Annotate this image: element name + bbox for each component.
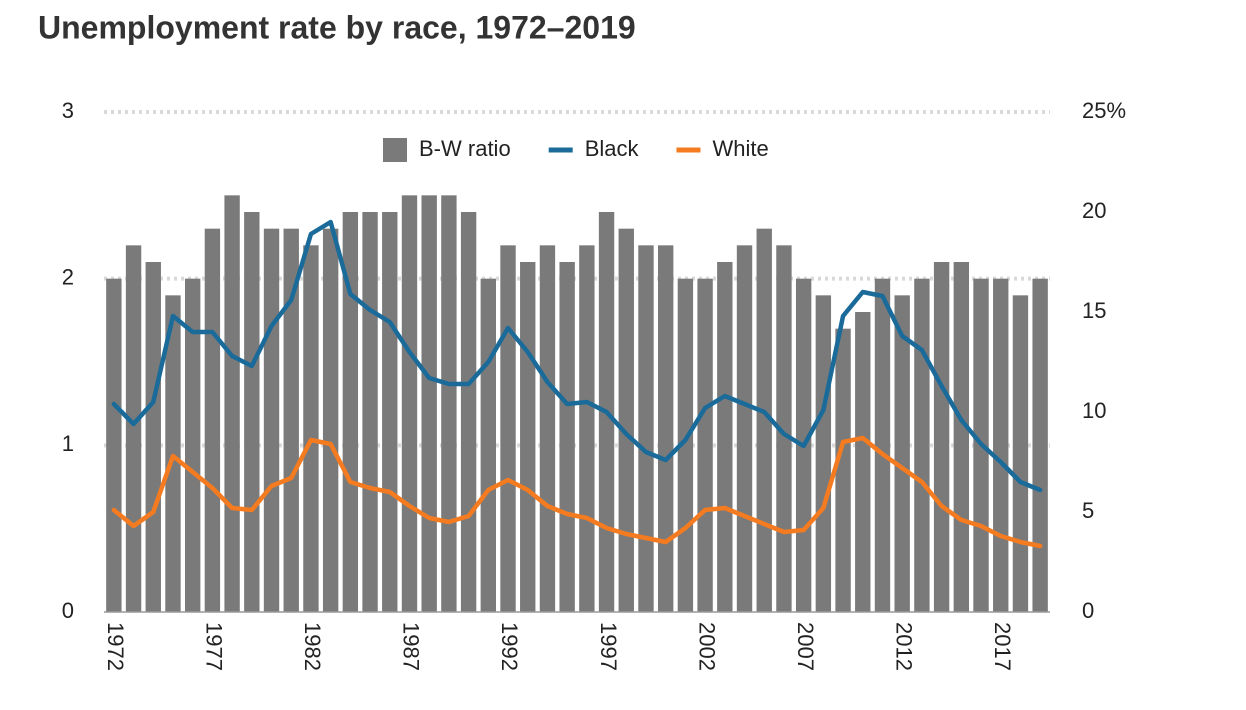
line [111,219,1043,493]
bar [756,228,772,612]
y-tick-label: 0 [62,598,74,623]
bar [244,212,260,612]
y2-tick-label: 5 [1082,498,1094,523]
x-tick-label: 1977 [202,622,227,671]
bar [993,278,1009,612]
y-tick-label: 2 [62,264,74,289]
bar [145,262,161,612]
bar [125,245,142,613]
chart-title: Unemployment rate by race, 1972–2019 [38,9,636,45]
bar [539,245,556,613]
y2-tick-label: 10 [1082,398,1106,423]
bar [717,262,733,612]
bar [500,245,516,613]
x-tick-label: 1992 [497,622,522,671]
bar [441,195,457,613]
line [111,435,1043,549]
bar [1012,295,1029,612]
x-tick-label: 2002 [694,622,719,671]
bar [1032,278,1048,612]
bar [185,278,201,612]
bar [401,195,418,613]
y-tick-label: 3 [62,98,74,123]
y2-tick-label: 20 [1082,198,1106,223]
bar [165,295,181,612]
bar [736,245,753,613]
bar [933,262,950,612]
bars [106,195,1048,613]
bar [815,295,832,612]
bar [106,278,122,612]
bar [618,228,634,612]
y2-tick-label: 15 [1082,298,1106,323]
y-tick-label: 1 [62,431,74,456]
bar [204,228,221,612]
x-tick-label: 1997 [596,622,621,671]
bar [382,212,398,612]
bar [362,212,378,612]
bar [894,295,910,612]
x-tick-label: 1982 [300,622,325,671]
bar [855,312,871,612]
bar [421,195,437,613]
x-tick-label: 1987 [399,622,424,671]
bar [953,262,969,612]
bar [658,245,674,613]
bar [303,245,319,613]
bar [322,228,339,612]
legend-label: White [712,136,768,161]
y2-tick-label: 25% [1082,98,1126,123]
bar [520,262,536,612]
x-tick-label: 2012 [891,622,916,671]
legend-swatch [383,138,407,162]
bar [835,328,851,612]
legend-label: B-W ratio [419,136,511,161]
bar [914,278,930,612]
x-tick-label: 1972 [103,622,128,671]
bar [263,228,280,612]
bar [579,245,595,613]
bar [874,278,891,612]
legend-label: Black [585,136,640,161]
bar [776,245,792,613]
bar [559,262,575,612]
y2-tick-label: 0 [1082,598,1094,623]
x-tick-label: 2007 [793,622,818,671]
bar [697,278,713,612]
bar [638,245,654,613]
bar [460,212,477,612]
bar [283,228,299,612]
x-tick-label: 2017 [990,622,1015,671]
bar [342,212,359,612]
lines [111,219,1043,549]
bar [224,195,240,613]
bar [480,278,496,612]
